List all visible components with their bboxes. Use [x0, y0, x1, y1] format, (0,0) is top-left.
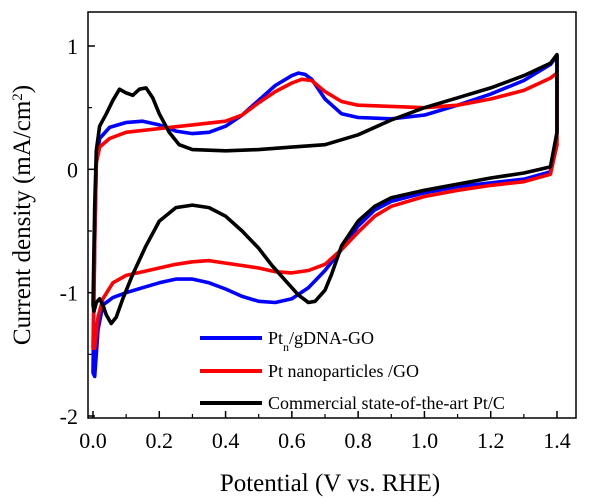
x-tick-label: 1.4 — [543, 428, 571, 453]
plot-frame — [87, 11, 577, 419]
x-tick-label: 0.6 — [278, 428, 306, 453]
y-axis: 1 0 -1 -2 — [60, 34, 95, 429]
x-axis-title: Potential (V vs. RHE) — [220, 470, 440, 497]
y-tick-label: 0 — [67, 157, 78, 182]
x-tick-label: 0.8 — [344, 428, 372, 453]
y-tick-label: -1 — [60, 281, 78, 306]
x-tick-label: 0.0 — [79, 428, 107, 453]
legend-label-pt-nanoparticles-go: Pt nanoparticles /GO — [268, 361, 419, 381]
y-tick-label: -2 — [60, 404, 78, 429]
y-axis-title: Current density (mA/cm2) — [9, 85, 36, 345]
legend-label-ptn-gdna-go: Ptn/gDNA-GO — [268, 328, 374, 354]
x-tick-label: 0.4 — [212, 428, 240, 453]
series-line-2 — [91, 52, 559, 326]
legend-label-commercial-pt-c: Commercial state-of-the-art Pt/C — [268, 393, 505, 413]
y-tick-label: 1 — [67, 34, 78, 59]
x-axis: 0.0 0.2 0.4 0.6 0.8 1.0 1.2 1.4 — [79, 411, 571, 453]
x-tick-label: 1.0 — [411, 428, 439, 453]
x-tick-label: 0.2 — [146, 428, 174, 453]
series-line-1 — [91, 71, 559, 350]
x-tick-label: 1.2 — [477, 428, 505, 453]
series-layer — [91, 52, 559, 379]
legend: Ptn/gDNA-GO Pt nanoparticles /GO Commerc… — [200, 328, 505, 413]
